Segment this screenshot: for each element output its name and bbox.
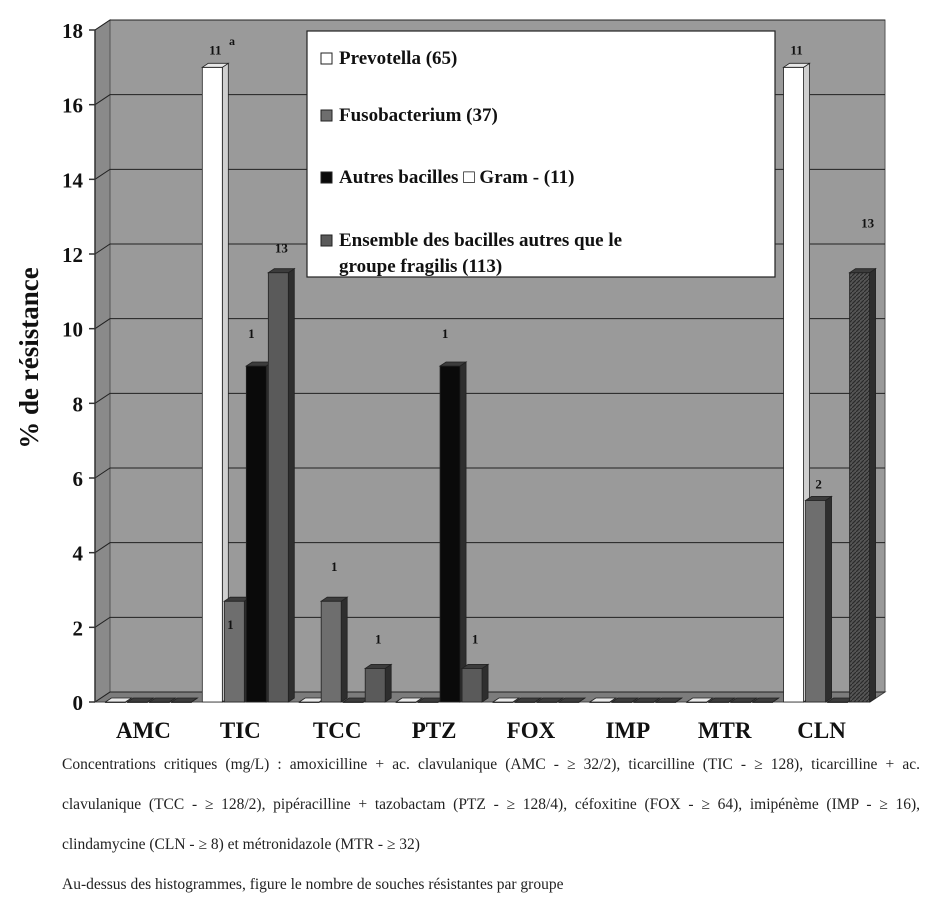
y-tick-label: 10 [62, 318, 83, 342]
gridline [94, 542, 885, 554]
y-axis: 0 2 4 6 8 10 12 14 16 18 [62, 19, 96, 715]
bar-data-label: 11 [209, 42, 221, 57]
bar [319, 596, 349, 703]
bar-data-label: 13 [861, 216, 875, 231]
bar [126, 697, 155, 703]
y-tick-label: 8 [73, 392, 84, 416]
gridline [94, 691, 885, 703]
bar [588, 697, 618, 703]
bar [460, 663, 490, 703]
bar-annotation: a [229, 34, 235, 48]
caption-note: Au-dessus des histogrammes, figure le no… [62, 876, 564, 893]
bar [632, 697, 662, 703]
gridline [94, 616, 885, 628]
legend-swatch [320, 234, 333, 247]
bar [685, 697, 715, 703]
legend-swatch [320, 52, 333, 65]
y-tick-label: 14 [62, 168, 84, 192]
gridline [94, 467, 885, 479]
gridline [94, 392, 885, 404]
bar [438, 361, 468, 703]
y-tick-label: 2 [73, 616, 84, 640]
bars [104, 62, 877, 703]
y-tick-label: 12 [62, 243, 83, 267]
bar-data-label: 1 [442, 326, 449, 341]
gridline [94, 318, 885, 330]
bar [610, 697, 640, 703]
bar-data-label: 13 [275, 241, 289, 256]
legend-entry: Autres bacilles □ Gram - (11) [339, 167, 574, 188]
bar-data-label: 2 [815, 476, 822, 491]
legend-swatch [320, 171, 333, 184]
caption-thresholds: Concentrations critiques (mg/L) : amoxic… [62, 756, 920, 853]
bar [557, 697, 587, 703]
legend: Prevotella (65) Fusobacterium (37) Autres … [306, 30, 776, 278]
bar-data-label: 1 [472, 631, 479, 646]
bar [535, 697, 565, 703]
bar [394, 697, 424, 703]
x-tick-label: PTZ [412, 718, 457, 740]
bar [654, 697, 684, 703]
legend-entry: Prevotella (65) [339, 48, 457, 69]
legend-entry: groupe fragilis (113) [339, 256, 502, 277]
x-tick-label: IMP [605, 718, 650, 740]
y-tick-label: 16 [62, 94, 83, 118]
bar [491, 697, 521, 703]
legend-entry: Fusobacterium (37) [339, 105, 498, 126]
bar [266, 267, 296, 703]
bar [707, 697, 737, 703]
bar-data-label: 1 [227, 617, 234, 632]
legend-entry: Ensemble des bacilles autres que le [339, 230, 622, 251]
bar [148, 697, 177, 703]
x-tick-label: TCC [313, 718, 362, 740]
legend-swatch [320, 109, 333, 122]
y-tick-label: 18 [62, 19, 83, 43]
bar [170, 697, 199, 703]
y-tick-label: 6 [73, 467, 84, 491]
bar [729, 697, 759, 703]
y-tick-label: 4 [73, 542, 84, 566]
bar-data-label: 1 [375, 631, 382, 646]
bar [513, 697, 543, 703]
x-tick-label: AMC [116, 718, 171, 740]
bar-data-label: 1 [331, 559, 338, 574]
x-axis: AMC TIC TCC PTZ FOX IMP MTR CLN [116, 718, 846, 740]
bar [804, 495, 833, 703]
x-tick-label: TIC [220, 718, 261, 740]
bar [104, 697, 133, 703]
bar [363, 663, 393, 703]
x-tick-label: MTR [698, 718, 752, 740]
gridline [94, 19, 885, 31]
x-tick-label: FOX [507, 718, 556, 740]
bar [848, 267, 877, 703]
x-tick-label: CLN [797, 718, 846, 740]
y-axis-label: % de résistance [14, 267, 44, 448]
bar [826, 697, 855, 703]
caption: Concentrations critiques (mg/L) : amoxic… [62, 745, 920, 905]
y-tick-label: 0 [73, 691, 84, 715]
bar [751, 697, 781, 703]
bar-data-label: 11 [790, 42, 802, 57]
bar-data-label: 1 [248, 326, 255, 341]
